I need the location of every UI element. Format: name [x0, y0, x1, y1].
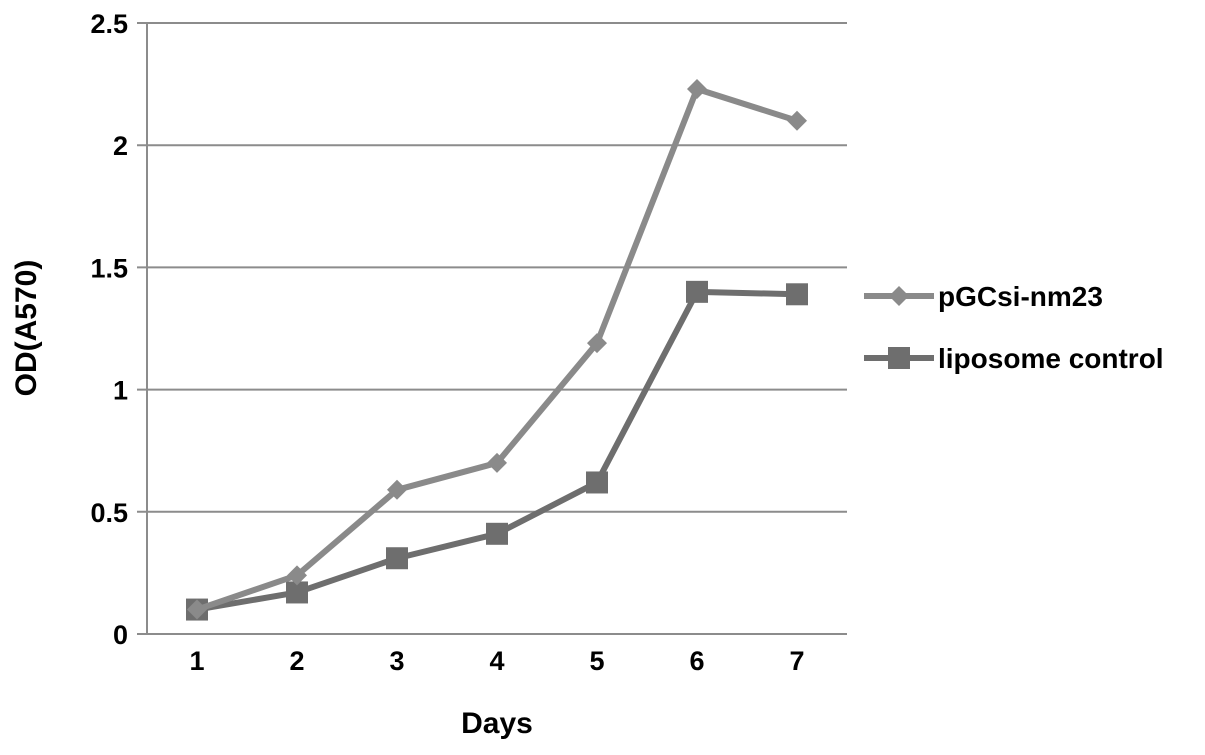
x-tick-label: 5	[589, 646, 604, 676]
x-tick-labels: 1 2 3 4 5 6 7	[189, 646, 804, 676]
x-tick-label: 1	[189, 646, 204, 676]
x-tick-label: 6	[689, 646, 704, 676]
y-tick-labels: 0 0.5 1 1.5 2 2.5	[90, 9, 128, 650]
data-point-square	[386, 547, 408, 570]
y-tick-label: 1	[113, 376, 128, 406]
legend-label-liposome-control: liposome control	[938, 343, 1164, 374]
legend-label-pgcsi-nm23: pGCsi-nm23	[938, 281, 1103, 312]
series-layer	[186, 78, 808, 621]
axes	[137, 23, 847, 635]
y-tick-label: 0	[113, 620, 128, 650]
x-tick-label: 7	[789, 646, 804, 676]
data-point-square	[686, 280, 708, 303]
legend-item-pgcsi-nm23: pGCsi-nm23	[864, 281, 1103, 312]
y-tick-label: 1.5	[90, 253, 128, 283]
y-axis-title: OD(A570)	[10, 260, 43, 397]
legend: pGCsi-nm23 liposome control	[864, 281, 1164, 374]
data-point-diamond	[787, 110, 807, 131]
data-point-square	[286, 581, 308, 604]
x-tick-label: 3	[389, 646, 404, 676]
data-point-diamond	[287, 565, 307, 586]
x-tick-label: 2	[289, 646, 304, 676]
legend-marker-diamond	[889, 286, 909, 306]
legend-marker-square	[888, 347, 910, 369]
y-tick-label: 0.5	[90, 498, 128, 528]
series-pgcsi-nm23	[187, 78, 807, 620]
data-point-diamond	[687, 78, 707, 99]
series-liposome-control	[186, 280, 808, 621]
data-point-square	[786, 283, 808, 306]
data-point-diamond	[387, 479, 407, 500]
data-point-diamond	[587, 333, 607, 354]
data-point-square	[486, 522, 508, 545]
x-axis-title: Days	[461, 707, 533, 740]
y-tick-label: 2.5	[90, 9, 128, 39]
data-point-diamond	[487, 452, 507, 473]
series-line	[196, 288, 798, 613]
x-tick-label: 4	[489, 646, 504, 676]
data-point-diamond	[187, 599, 207, 620]
y-tick-label: 2	[113, 131, 128, 161]
data-point-square	[586, 471, 608, 494]
legend-item-liposome-control: liposome control	[864, 343, 1164, 374]
